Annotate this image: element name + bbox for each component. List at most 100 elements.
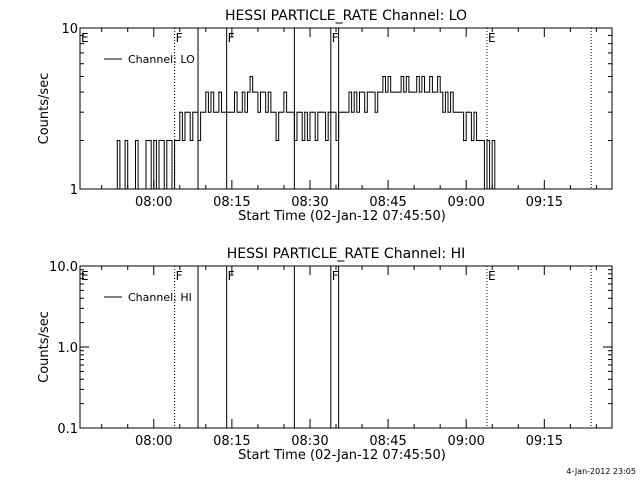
- data-point: [226, 111, 228, 113]
- data-point: [132, 188, 134, 190]
- data-point: [285, 111, 288, 113]
- data-point: [426, 91, 428, 93]
- data-point: [147, 139, 150, 142]
- data-point: [153, 139, 155, 142]
- data-point: [340, 111, 342, 113]
- data-point: [283, 91, 285, 93]
- plot-frame: [79, 27, 613, 190]
- data-point: [296, 111, 298, 113]
- x-tick-label: 09:15: [526, 434, 563, 449]
- data-point: [353, 91, 355, 93]
- data-point: [429, 75, 431, 78]
- x-axis-label: Start Time (02-Jan-12 07:45:50): [238, 448, 446, 463]
- data-point: [270, 111, 272, 113]
- data-point: [345, 111, 348, 113]
- data-point: [361, 91, 363, 93]
- data-point: [189, 139, 191, 142]
- data-point: [252, 91, 254, 93]
- data-point: [455, 111, 457, 113]
- data-point: [200, 111, 202, 113]
- data-point: [392, 91, 394, 93]
- data-point: [223, 111, 225, 113]
- data-point: [301, 139, 303, 142]
- data-point: [215, 111, 217, 113]
- data-point: [184, 111, 186, 113]
- data-point: [262, 91, 264, 93]
- data-point: [127, 188, 129, 190]
- data-point: [179, 111, 181, 113]
- data-point: [311, 111, 314, 113]
- data-point: [314, 139, 316, 142]
- data-point: [447, 111, 449, 113]
- data-point: [351, 111, 353, 113]
- data-point: [293, 139, 295, 142]
- data-point: [192, 111, 194, 113]
- data-point: [332, 111, 335, 113]
- data-point: [249, 75, 251, 78]
- data-point: [410, 91, 413, 93]
- data-point: [124, 139, 126, 142]
- x-tick-label: 08:15: [213, 434, 250, 449]
- data-point: [327, 111, 329, 113]
- data-point: [335, 139, 337, 142]
- data-point: [134, 139, 137, 142]
- x-tick-label: 09:00: [447, 195, 484, 210]
- y-tick-label: 1.0: [57, 341, 78, 356]
- x-tick-label: 08:30: [291, 434, 328, 449]
- x-tick-label: 08:00: [135, 195, 172, 210]
- data-point: [202, 111, 204, 113]
- data-point: [387, 75, 389, 78]
- data-point: [246, 91, 249, 93]
- data-point: [137, 188, 139, 190]
- data-point: [239, 111, 241, 113]
- x-tick-label: 09:00: [447, 434, 484, 449]
- data-point: [452, 111, 454, 113]
- data-point: [395, 91, 397, 93]
- data-point: [163, 188, 165, 190]
- data-point: [338, 111, 340, 113]
- annotation-label: E: [488, 31, 496, 45]
- data-point: [330, 111, 332, 113]
- chart-title: HESSI PARTICLE_RATE Channel: LO: [225, 8, 467, 24]
- data-point: [254, 91, 256, 93]
- data-point: [278, 111, 280, 113]
- data-point: [465, 111, 467, 113]
- data-point: [434, 91, 436, 93]
- data-point: [145, 139, 147, 142]
- y-axis-label: Counts/sec: [37, 73, 52, 145]
- data-point: [431, 91, 433, 93]
- data-point: [275, 139, 277, 142]
- data-point: [384, 91, 387, 93]
- series-line: [114, 76, 496, 190]
- data-point: [468, 111, 470, 113]
- data-point: [491, 139, 493, 142]
- data-point: [231, 111, 233, 113]
- y-tick-label: 10.0: [49, 260, 78, 275]
- data-point: [460, 111, 462, 113]
- y-axis-label: Counts/sec: [37, 311, 52, 383]
- data-point: [364, 111, 366, 113]
- data-point: [158, 139, 160, 142]
- data-point: [416, 75, 418, 78]
- annotation-label: F: [228, 269, 235, 283]
- data-point: [366, 91, 368, 93]
- data-point: [325, 139, 327, 142]
- data-point: [228, 111, 230, 113]
- data-point: [390, 91, 392, 93]
- data-point: [257, 111, 259, 113]
- data-point: [142, 188, 144, 190]
- data-point: [288, 111, 290, 113]
- x-tick-label: 08:45: [369, 195, 406, 210]
- data-point: [317, 111, 319, 113]
- data-point: [116, 139, 118, 142]
- data-point: [319, 111, 321, 113]
- data-point: [481, 139, 483, 142]
- annotation-label: F: [228, 31, 235, 45]
- data-point: [457, 111, 459, 113]
- data-point: [241, 91, 243, 93]
- data-point: [114, 188, 116, 190]
- data-point: [119, 188, 121, 190]
- data-point: [322, 111, 324, 113]
- data-point: [423, 91, 426, 93]
